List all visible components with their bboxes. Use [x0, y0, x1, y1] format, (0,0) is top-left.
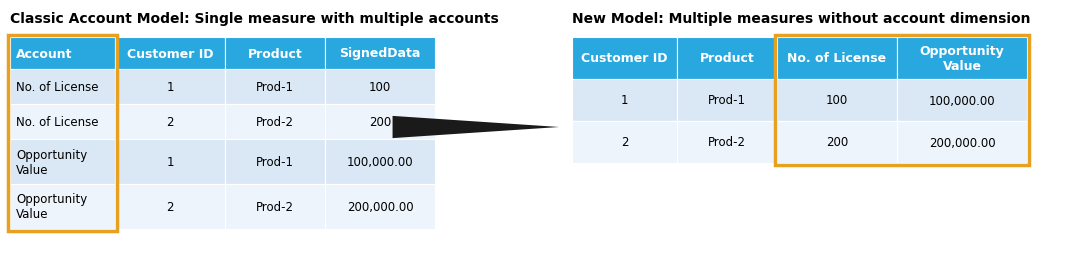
Text: 200,000.00: 200,000.00	[347, 200, 413, 213]
Bar	[897, 121, 1027, 163]
Bar	[225, 38, 325, 70]
Bar	[572, 121, 677, 163]
Text: 200: 200	[368, 116, 391, 129]
Text: Classic Account Model: Single measure with multiple accounts: Classic Account Model: Single measure wi…	[10, 12, 499, 26]
Bar	[897, 38, 1027, 80]
Text: Prod-1: Prod-1	[708, 94, 746, 107]
Bar	[325, 70, 435, 105]
Bar	[325, 105, 435, 139]
Bar	[10, 38, 115, 70]
Text: Customer ID: Customer ID	[582, 52, 667, 65]
Text: Prod-2: Prod-2	[256, 116, 295, 129]
Bar	[776, 80, 897, 121]
Text: Opportunity
Value: Opportunity Value	[16, 148, 87, 176]
Text: No. of License: No. of License	[787, 52, 887, 65]
Bar	[225, 184, 325, 229]
Bar	[677, 121, 776, 163]
Bar	[325, 184, 435, 229]
Bar	[572, 80, 677, 121]
Text: 200: 200	[826, 136, 848, 149]
Bar	[115, 184, 225, 229]
Text: 1: 1	[621, 94, 629, 107]
Text: No. of License: No. of License	[16, 81, 99, 94]
Bar	[776, 121, 897, 163]
Text: Product: Product	[699, 52, 754, 65]
Bar	[325, 38, 435, 70]
Text: SignedData: SignedData	[340, 47, 421, 60]
Text: Prod-2: Prod-2	[256, 200, 295, 213]
Bar	[225, 105, 325, 139]
Bar	[325, 139, 435, 184]
Bar	[10, 184, 115, 229]
Text: Prod-1: Prod-1	[256, 81, 295, 94]
Bar	[776, 38, 897, 80]
Text: 2: 2	[166, 200, 174, 213]
Text: Account: Account	[16, 47, 73, 60]
Bar	[10, 105, 115, 139]
Text: Customer ID: Customer ID	[126, 47, 213, 60]
Text: Prod-2: Prod-2	[708, 136, 746, 149]
Text: No. of License: No. of License	[16, 116, 99, 129]
Text: 100,000.00: 100,000.00	[929, 94, 995, 107]
Bar	[115, 70, 225, 105]
Text: 100: 100	[826, 94, 848, 107]
Bar	[775, 36, 1029, 165]
Text: Opportunity
Value: Opportunity Value	[920, 45, 1005, 73]
Bar	[897, 80, 1027, 121]
Text: Prod-1: Prod-1	[256, 155, 295, 168]
Text: 200,000.00: 200,000.00	[929, 136, 995, 149]
Bar	[7, 36, 117, 231]
Text: 1: 1	[166, 81, 174, 94]
Text: 100,000.00: 100,000.00	[347, 155, 413, 168]
Bar	[677, 80, 776, 121]
Text: 2: 2	[621, 136, 629, 149]
Text: 2: 2	[166, 116, 174, 129]
Bar	[10, 139, 115, 184]
Text: Opportunity
Value: Opportunity Value	[16, 193, 87, 221]
Text: Product: Product	[247, 47, 302, 60]
Bar	[115, 139, 225, 184]
Text: 1: 1	[166, 155, 174, 168]
Text: 100: 100	[368, 81, 391, 94]
Bar	[10, 70, 115, 105]
Bar	[115, 105, 225, 139]
Bar	[572, 38, 677, 80]
Bar	[677, 38, 776, 80]
Bar	[225, 70, 325, 105]
Text: New Model: Multiple measures without account dimension: New Model: Multiple measures without acc…	[572, 12, 1030, 26]
Bar	[115, 38, 225, 70]
Bar	[225, 139, 325, 184]
